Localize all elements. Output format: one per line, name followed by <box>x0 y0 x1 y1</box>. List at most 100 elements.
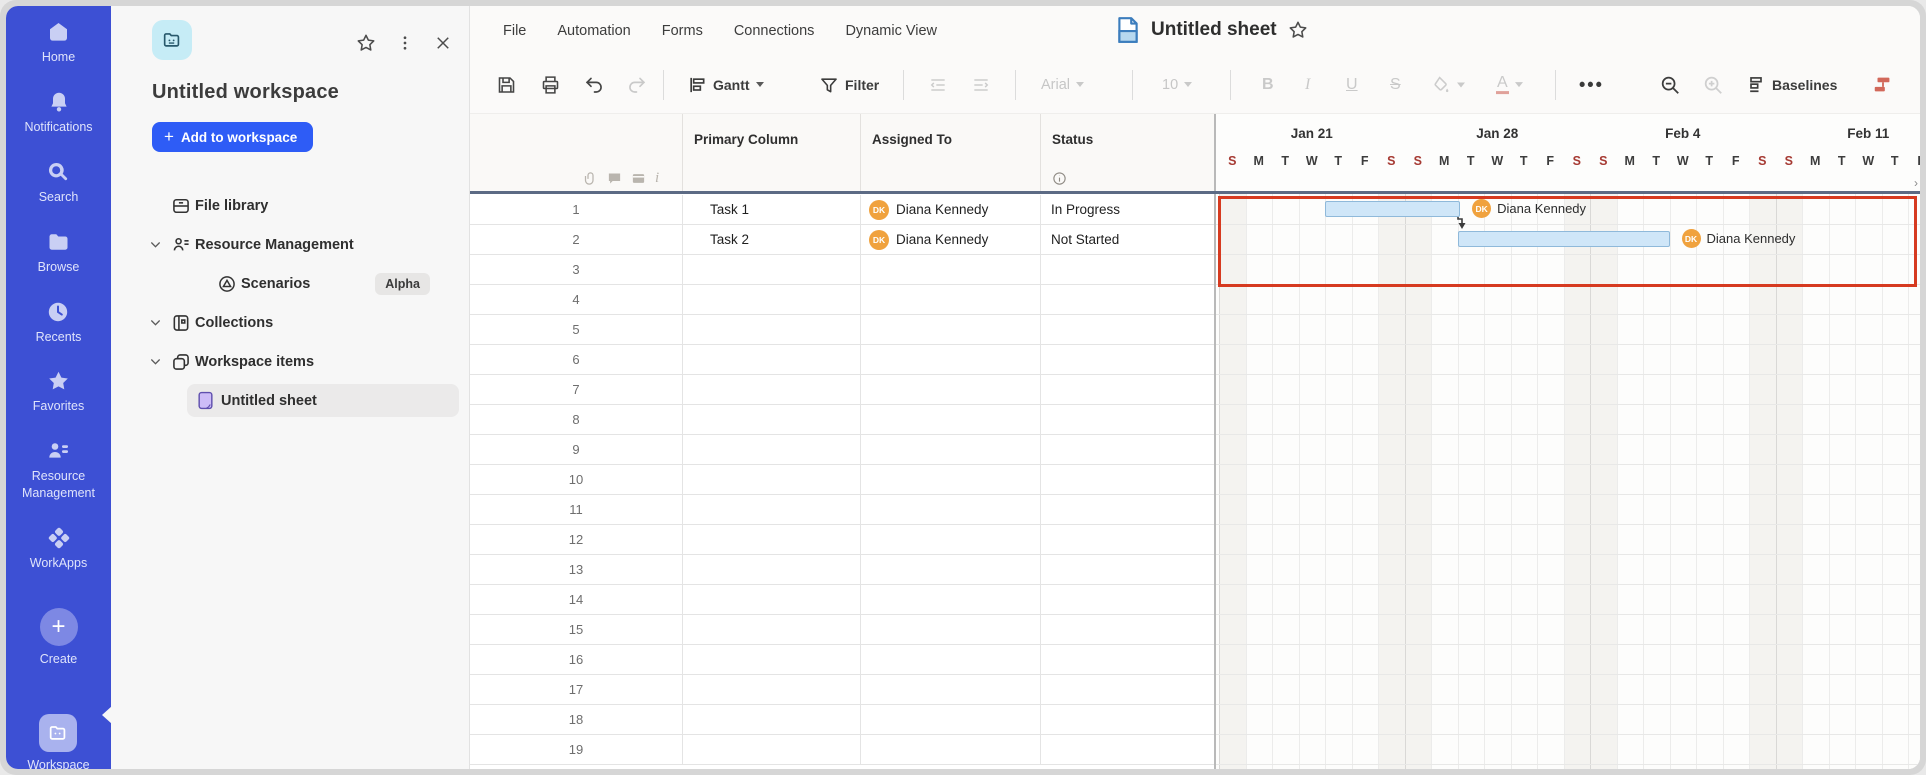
assigned-to-cell[interactable] <box>860 525 1040 554</box>
primary-cell[interactable] <box>682 585 860 614</box>
tree-item-workspace-items[interactable]: Workspace items <box>111 342 469 381</box>
favorite-workspace-star[interactable] <box>353 30 379 56</box>
sidebar-item-search[interactable]: Search <box>39 160 78 206</box>
primary-cell[interactable]: Task 2 <box>682 225 860 254</box>
assigned-to-cell[interactable] <box>860 675 1040 704</box>
primary-cell[interactable] <box>682 705 860 734</box>
assigned-to-cell[interactable]: DK Diana Kennedy <box>860 225 1040 254</box>
status-cell[interactable] <box>1040 495 1214 524</box>
status-cell[interactable] <box>1040 645 1214 674</box>
row-number[interactable]: 8 <box>572 412 580 427</box>
row-number[interactable]: 4 <box>572 292 580 307</box>
workspace-menu-kebab[interactable] <box>392 30 418 56</box>
primary-cell[interactable] <box>682 675 860 704</box>
assigned-to-cell[interactable] <box>860 345 1040 374</box>
status-cell[interactable] <box>1040 675 1214 704</box>
status-cell[interactable] <box>1040 525 1214 554</box>
favorite-sheet-star[interactable] <box>1287 19 1309 41</box>
sidebar-item-home[interactable]: Home <box>42 20 75 66</box>
status-cell[interactable] <box>1040 705 1214 734</box>
critical-path-button[interactable] <box>1868 70 1898 100</box>
row-number[interactable]: 1 <box>572 202 580 217</box>
assigned-to-cell[interactable] <box>860 495 1040 524</box>
status-cell[interactable] <box>1040 585 1214 614</box>
column-header-primary-column[interactable]: Primary Column <box>682 114 860 194</box>
assigned-to-cell[interactable] <box>860 615 1040 644</box>
tree-item-scenarios[interactable]: Scenarios Alpha <box>111 264 469 303</box>
text-color-button[interactable]: A <box>1492 71 1527 99</box>
sidebar-item-workapps[interactable]: WorkApps <box>30 526 87 572</box>
status-cell[interactable] <box>1040 255 1214 284</box>
row-number[interactable]: 12 <box>568 532 584 547</box>
menu-forms[interactable]: Forms <box>661 23 703 39</box>
row-number[interactable]: 17 <box>568 682 584 697</box>
zoom-in-button[interactable] <box>1698 70 1728 100</box>
primary-cell[interactable] <box>682 345 860 374</box>
sidebar-item-notifications[interactable]: Notifications <box>24 90 93 136</box>
status-cell[interactable]: Not Started <box>1040 225 1214 254</box>
close-panel-button[interactable] <box>430 30 456 56</box>
chevron-down-icon[interactable] <box>149 316 163 329</box>
column-header-status[interactable]: Status <box>1040 114 1216 194</box>
menu-automation[interactable]: Automation <box>557 23 631 39</box>
assigned-to-cell[interactable] <box>860 705 1040 734</box>
assigned-to-cell[interactable] <box>860 255 1040 284</box>
status-cell[interactable] <box>1040 345 1214 374</box>
font-size-dropdown[interactable]: 10 <box>1158 73 1196 97</box>
row-number[interactable]: 13 <box>568 562 584 577</box>
fill-color-button[interactable] <box>1426 70 1469 99</box>
menu-file[interactable]: File <box>503 23 527 39</box>
italic-button[interactable]: I <box>1301 72 1314 98</box>
sidebar-item-workspace[interactable]: Workspace <box>27 713 90 769</box>
assigned-to-cell[interactable] <box>860 735 1040 764</box>
status-cell[interactable] <box>1040 615 1214 644</box>
primary-cell[interactable] <box>682 255 860 284</box>
view-mode-gantt-button[interactable]: Gantt <box>683 71 768 99</box>
row-number[interactable]: 7 <box>572 382 580 397</box>
sidebar-item-browse[interactable]: Browse <box>38 230 79 276</box>
tree-item-collections[interactable]: Collections <box>111 303 469 342</box>
row-number[interactable]: 9 <box>572 442 580 457</box>
sidebar-item-recents[interactable]: Recents <box>36 300 81 346</box>
chevron-down-icon[interactable] <box>149 355 163 368</box>
save-button[interactable] <box>492 70 521 99</box>
assigned-to-cell[interactable] <box>860 375 1040 404</box>
status-cell[interactable] <box>1040 735 1214 764</box>
row-number[interactable]: 3 <box>572 262 580 277</box>
more-options-button[interactable]: ••• <box>1575 70 1608 99</box>
sidebar-item-resource-management[interactable]: Resource Management <box>9 439 109 502</box>
create-button[interactable]: + Create <box>39 607 78 668</box>
primary-cell[interactable] <box>682 495 860 524</box>
row-number[interactable]: 10 <box>568 472 584 487</box>
scroll-right-arrow[interactable]: › <box>1914 176 1918 190</box>
status-cell[interactable] <box>1040 315 1214 344</box>
row-number[interactable]: 16 <box>568 652 584 667</box>
primary-cell[interactable] <box>682 735 860 764</box>
status-cell[interactable] <box>1040 375 1214 404</box>
status-cell[interactable] <box>1040 555 1214 584</box>
primary-cell[interactable] <box>682 465 860 494</box>
gantt-bar-task-2[interactable] <box>1458 231 1670 247</box>
status-cell[interactable]: In Progress <box>1040 195 1214 224</box>
assigned-to-cell[interactable] <box>860 645 1040 674</box>
undo-button[interactable] <box>580 70 609 99</box>
assigned-to-cell[interactable] <box>860 285 1040 314</box>
primary-cell[interactable] <box>682 615 860 644</box>
sidebar-item-favorites[interactable]: Favorites <box>33 369 84 415</box>
indent-button[interactable] <box>966 71 996 99</box>
underline-button[interactable]: U <box>1342 72 1362 98</box>
status-cell[interactable] <box>1040 285 1214 314</box>
primary-cell[interactable] <box>682 555 860 584</box>
menu-dynamic-view[interactable]: Dynamic View <box>845 23 938 39</box>
strikethrough-button[interactable]: S <box>1386 72 1405 98</box>
primary-cell[interactable] <box>682 315 860 344</box>
add-to-workspace-button[interactable]: + Add to workspace <box>152 122 314 152</box>
primary-cell[interactable] <box>682 405 860 434</box>
status-cell[interactable] <box>1040 405 1214 434</box>
row-number[interactable]: 14 <box>568 592 584 607</box>
baselines-button[interactable]: Baselines <box>1742 71 1841 99</box>
assigned-to-cell[interactable] <box>860 405 1040 434</box>
primary-cell[interactable] <box>682 435 860 464</box>
font-family-dropdown[interactable]: Arial <box>1037 73 1088 97</box>
row-number[interactable]: 11 <box>569 502 583 517</box>
